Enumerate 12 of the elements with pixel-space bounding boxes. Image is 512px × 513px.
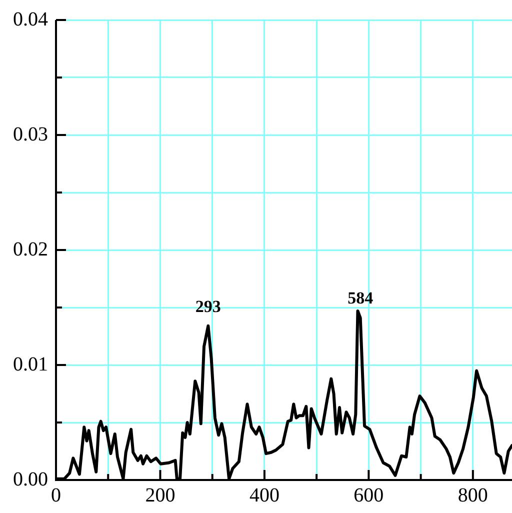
x-tick-label: 800 [458,484,488,506]
x-tick-label: 600 [354,484,384,506]
x-tick-label: 200 [145,484,176,506]
x-tick-label: 400 [249,484,280,506]
y-tick-label: 0.00 [13,468,48,490]
y-tick-label: 0.03 [13,123,48,146]
y-tick-label: 0.04 [13,8,48,30]
x-tick-label: 0 [51,484,61,506]
y-tick-label: 0.02 [13,238,48,260]
annotation: 584 [348,288,374,308]
annotation: 293 [195,296,221,316]
y-tick-label: 0.01 [13,353,48,376]
